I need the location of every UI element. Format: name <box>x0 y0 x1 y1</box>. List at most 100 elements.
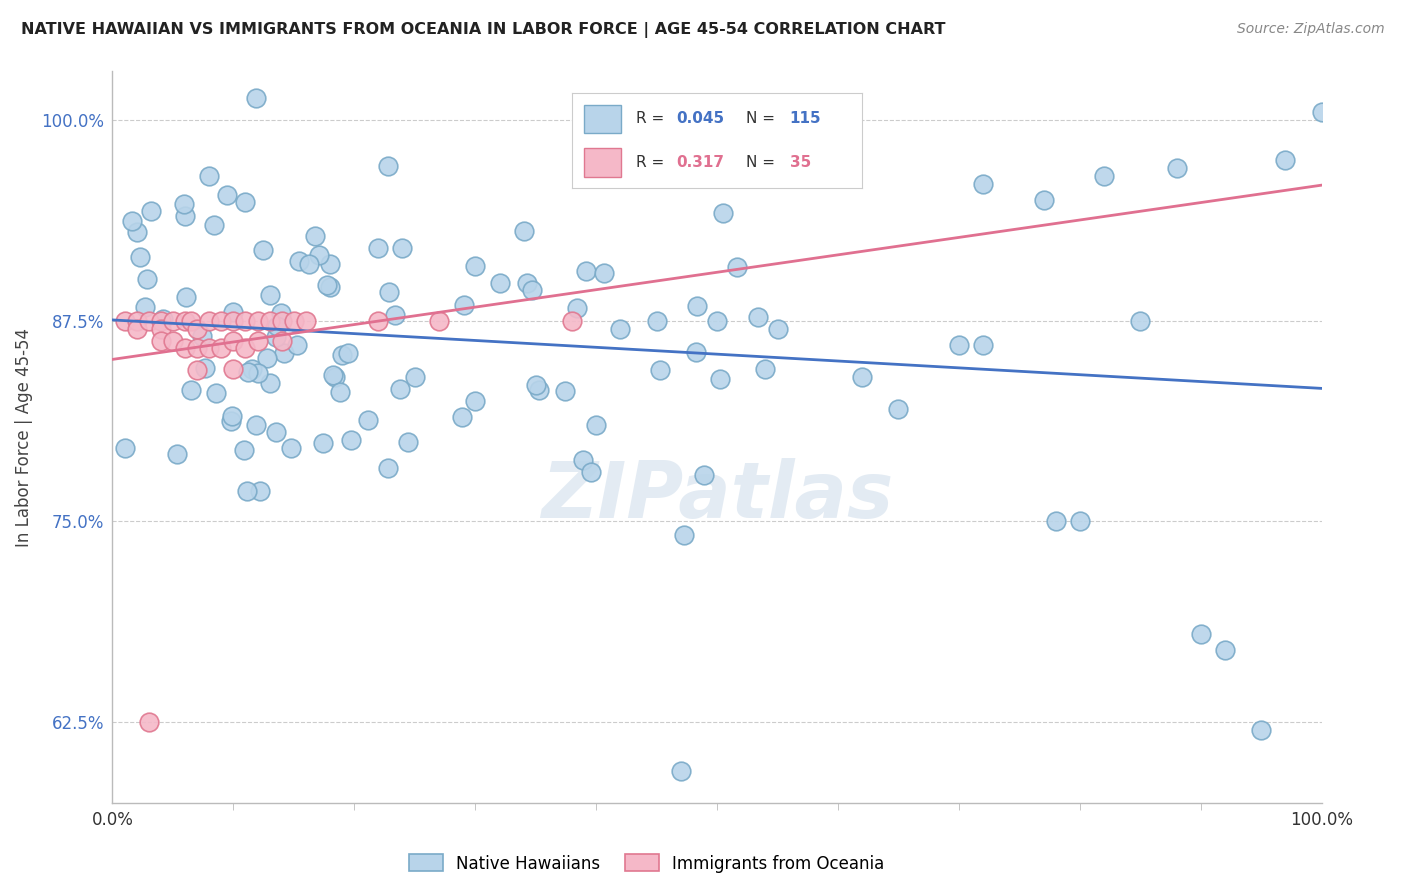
Point <box>285 338 308 352</box>
Point <box>152 312 174 326</box>
Point <box>138 313 160 327</box>
Point <box>747 310 769 325</box>
Text: N =: N = <box>747 112 780 127</box>
Point <box>593 266 616 280</box>
Text: N =: N = <box>747 155 780 170</box>
Point <box>202 218 225 232</box>
Point <box>648 363 671 377</box>
Point <box>209 341 232 355</box>
Point <box>240 362 263 376</box>
Point <box>571 452 593 467</box>
Point <box>377 159 399 173</box>
Point <box>357 413 380 427</box>
Point <box>114 441 136 455</box>
Text: 35: 35 <box>790 155 811 170</box>
Point <box>246 313 269 327</box>
Point <box>266 425 288 439</box>
Text: 115: 115 <box>790 112 821 127</box>
Point <box>134 300 156 314</box>
Point <box>329 384 352 399</box>
Point <box>238 365 260 379</box>
Point <box>121 214 143 228</box>
Text: ZIPatlas: ZIPatlas <box>541 458 893 533</box>
Point <box>215 187 238 202</box>
Point <box>308 247 330 261</box>
Point <box>174 341 197 355</box>
Point <box>233 194 256 209</box>
Point <box>221 409 243 423</box>
Point <box>125 321 148 335</box>
Point <box>245 91 267 105</box>
Text: 0.317: 0.317 <box>676 155 724 170</box>
Point <box>754 362 776 376</box>
Point <box>685 345 707 359</box>
Point <box>259 313 281 327</box>
Point <box>186 363 208 377</box>
Point <box>711 206 734 220</box>
Point <box>384 308 406 322</box>
Point <box>176 289 198 303</box>
Text: NATIVE HAWAIIAN VS IMMIGRANTS FROM OCEANIA IN LABOR FORCE | AGE 45-54 CORRELATIO: NATIVE HAWAIIAN VS IMMIGRANTS FROM OCEAN… <box>21 22 946 38</box>
Point <box>323 370 346 384</box>
FancyBboxPatch shape <box>583 148 621 177</box>
Point <box>451 409 474 424</box>
Point <box>273 346 295 360</box>
Point <box>259 376 281 391</box>
Point <box>288 253 311 268</box>
Point <box>516 276 538 290</box>
Point <box>209 313 232 327</box>
Point <box>579 465 602 479</box>
Point <box>529 384 551 398</box>
Point <box>180 383 202 397</box>
Point <box>280 441 302 455</box>
Point <box>138 715 160 730</box>
Point <box>204 386 226 401</box>
Y-axis label: In Labor Force | Age 45-54: In Labor Force | Age 45-54 <box>15 327 32 547</box>
Point <box>221 305 243 319</box>
Point <box>245 417 267 432</box>
Text: Source: ZipAtlas.com: Source: ZipAtlas.com <box>1237 22 1385 37</box>
Point <box>571 119 593 133</box>
Point <box>186 341 208 355</box>
Point <box>186 321 208 335</box>
Point <box>315 278 337 293</box>
Point <box>222 313 245 327</box>
Point <box>174 313 197 327</box>
Point <box>312 436 335 450</box>
Point <box>1213 643 1236 657</box>
Point <box>725 260 748 274</box>
Point <box>1189 627 1212 641</box>
Point <box>575 263 598 277</box>
Point <box>283 313 305 327</box>
Point <box>1166 161 1188 175</box>
Point <box>1250 723 1272 738</box>
Point <box>266 318 288 333</box>
Point <box>489 276 512 290</box>
Point <box>322 368 344 382</box>
Legend: Native Hawaiians, Immigrants from Oceania: Native Hawaiians, Immigrants from Oceani… <box>402 847 891 880</box>
Point <box>396 434 419 449</box>
Point <box>246 334 269 349</box>
Point <box>377 461 399 475</box>
Point <box>319 257 342 271</box>
Point <box>191 329 214 343</box>
Point <box>330 348 353 362</box>
Text: 0.045: 0.045 <box>676 112 724 127</box>
Point <box>256 351 278 366</box>
Point <box>149 321 172 335</box>
Point <box>198 313 221 327</box>
Point <box>427 313 450 327</box>
Point <box>453 298 475 312</box>
Point <box>246 366 269 380</box>
Point <box>149 313 172 327</box>
Point <box>198 341 221 355</box>
Text: R =: R = <box>636 112 664 127</box>
Point <box>141 203 163 218</box>
Point <box>162 313 184 327</box>
Point <box>1069 515 1091 529</box>
Point <box>645 313 668 327</box>
Point <box>972 177 994 191</box>
Point <box>233 442 256 457</box>
Point <box>252 243 274 257</box>
Point <box>198 169 221 183</box>
